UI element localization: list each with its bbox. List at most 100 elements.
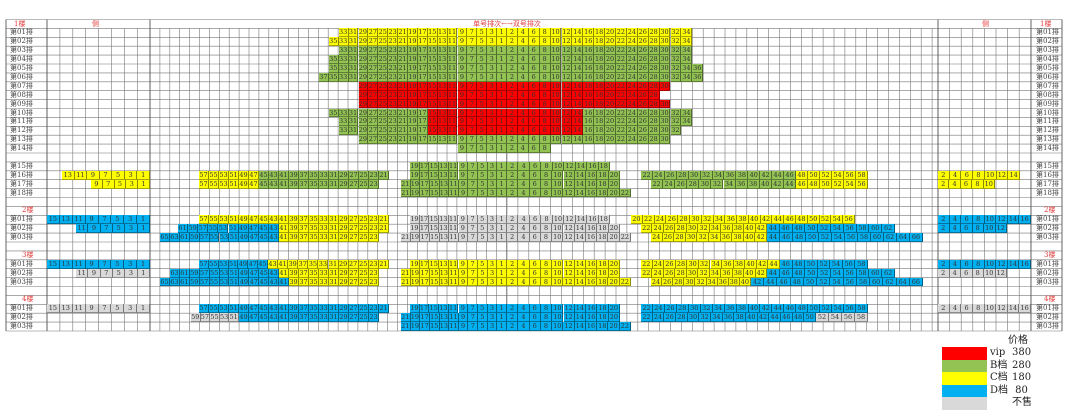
seat-c[interactable]: 40 [744, 224, 756, 234]
seat-d[interactable]: 53 [219, 233, 230, 242]
seat-b[interactable]: 43 [269, 179, 279, 189]
seat-d[interactable]: 41 [279, 313, 289, 323]
seat-n[interactable]: 7 [468, 224, 478, 234]
seat-v[interactable]: 6 [528, 108, 540, 118]
seat-d[interactable]: 45 [259, 268, 270, 278]
seat-b[interactable]: 27 [368, 126, 379, 136]
seat-v[interactable]: 13 [437, 81, 448, 91]
seat-d[interactable]: 59 [189, 233, 200, 242]
seat-b[interactable]: 10 [552, 179, 564, 189]
seat-d[interactable]: 10 [552, 313, 564, 323]
seat-d[interactable]: 9 [88, 224, 101, 234]
seat-b[interactable]: 6 [528, 135, 540, 145]
seat-d[interactable]: 37 [299, 304, 309, 314]
seat-c[interactable]: 32 [670, 28, 682, 38]
seat-c[interactable]: 56 [843, 215, 855, 225]
seat-c[interactable]: 14 [572, 37, 584, 47]
seat-v[interactable]: 8 [539, 81, 551, 91]
seat-b[interactable]: 12 [561, 135, 573, 145]
seat-b[interactable]: 3 [487, 135, 498, 145]
seat-b[interactable]: 18 [594, 55, 606, 64]
seat-c[interactable]: 17 [420, 277, 430, 287]
seat-d[interactable]: 50 [804, 313, 816, 323]
seat-n[interactable]: 6 [529, 233, 541, 242]
seat-b[interactable]: 13 [439, 188, 450, 198]
seat-b[interactable]: 32 [700, 170, 713, 180]
seat-n[interactable]: 20 [608, 224, 620, 234]
seat-d[interactable]: 55 [208, 224, 219, 234]
seat-v[interactable]: 10 [550, 126, 562, 136]
seat-b[interactable]: 15 [427, 55, 438, 64]
seat-c[interactable]: 36 [721, 224, 733, 234]
seat-v[interactable]: 3 [487, 108, 498, 118]
seat-c[interactable]: 30 [686, 268, 699, 278]
seat-d[interactable]: 17 [419, 304, 430, 314]
seat-v[interactable]: 5 [477, 117, 488, 127]
seat-b[interactable]: 6 [529, 170, 541, 180]
seat-d[interactable]: 52 [818, 224, 831, 234]
seat-b[interactable]: 5 [477, 135, 488, 145]
seat-b[interactable]: 20 [605, 55, 616, 64]
seat-d[interactable]: 5 [111, 215, 125, 225]
seat-c[interactable]: 42 [760, 215, 773, 225]
seat-b[interactable]: 20 [605, 108, 616, 118]
seat-c[interactable]: 9 [458, 259, 469, 269]
seat-d[interactable]: 9 [85, 215, 99, 225]
seat-c[interactable]: 9 [457, 28, 468, 38]
seat-b[interactable]: 20 [605, 126, 616, 136]
seat-d[interactable]: 12 [563, 322, 575, 331]
seat-b[interactable]: 17 [417, 135, 428, 145]
seat-v[interactable]: 2 [507, 90, 518, 100]
seat-d[interactable]: 46 [780, 233, 793, 242]
seat-v[interactable]: 7 [467, 90, 478, 100]
seat-d[interactable]: 60 [869, 268, 883, 278]
seat-d[interactable]: 15 [47, 215, 60, 225]
seat-d[interactable]: 44 [769, 313, 781, 323]
seat-d[interactable]: 33 [319, 304, 329, 314]
seat-d[interactable]: 56 [842, 259, 856, 269]
seat-b[interactable]: 2 [507, 64, 518, 73]
seat-b[interactable]: 23 [388, 64, 399, 73]
seat-d[interactable]: 53 [219, 304, 229, 314]
seat-v[interactable]: 6 [528, 81, 540, 91]
seat-b[interactable]: 18 [594, 126, 606, 136]
seat-d[interactable]: 62 [882, 268, 895, 278]
seat-b[interactable]: 17 [419, 161, 430, 171]
seat-b[interactable]: 16 [586, 170, 598, 180]
seat-d[interactable]: 9 [458, 313, 469, 323]
seat-n[interactable]: 12 [563, 233, 575, 242]
seat-d[interactable]: 10 [984, 224, 996, 234]
seat-d[interactable]: 44 [772, 304, 785, 314]
seat-d[interactable]: 38 [734, 313, 746, 323]
seat-d[interactable]: 9 [85, 259, 99, 269]
seat-b[interactable]: 11 [448, 170, 459, 180]
seat-d[interactable]: 56 [843, 224, 857, 234]
seat-v[interactable]: 2 [507, 81, 518, 91]
seat-c[interactable]: 39 [289, 215, 299, 225]
seat-c[interactable]: 21 [379, 215, 389, 225]
seat-d[interactable]: 28 [676, 304, 689, 314]
seat-b[interactable]: 33 [338, 72, 349, 82]
seat-c[interactable]: 43 [269, 215, 279, 225]
seat-c[interactable]: 34 [681, 28, 693, 38]
seat-b[interactable]: 40 [748, 170, 761, 180]
seat-b[interactable]: 6 [528, 55, 540, 64]
seat-n[interactable]: 56 [842, 313, 855, 323]
seat-v[interactable]: 10 [550, 99, 562, 109]
seat-c[interactable]: 26 [664, 259, 676, 269]
seat-b[interactable]: 7 [467, 135, 478, 145]
seat-c[interactable]: 18 [597, 268, 609, 278]
seat-c[interactable]: 7 [102, 179, 115, 189]
seat-v[interactable]: 18 [594, 81, 606, 91]
seat-b[interactable]: 16 [583, 108, 595, 118]
seat-b[interactable]: 17 [417, 46, 428, 56]
seat-b[interactable]: 9 [458, 179, 469, 189]
seat-n[interactable]: 6 [961, 304, 973, 314]
seat-d[interactable]: 60 [870, 277, 884, 287]
seat-d[interactable]: 13 [59, 215, 73, 225]
seat-c[interactable]: 16 [583, 37, 595, 47]
seat-b[interactable]: 14 [572, 46, 584, 56]
seat-c[interactable]: 1 [497, 277, 507, 287]
seat-b[interactable]: 25 [378, 135, 389, 145]
seat-c[interactable]: 15 [429, 277, 440, 287]
